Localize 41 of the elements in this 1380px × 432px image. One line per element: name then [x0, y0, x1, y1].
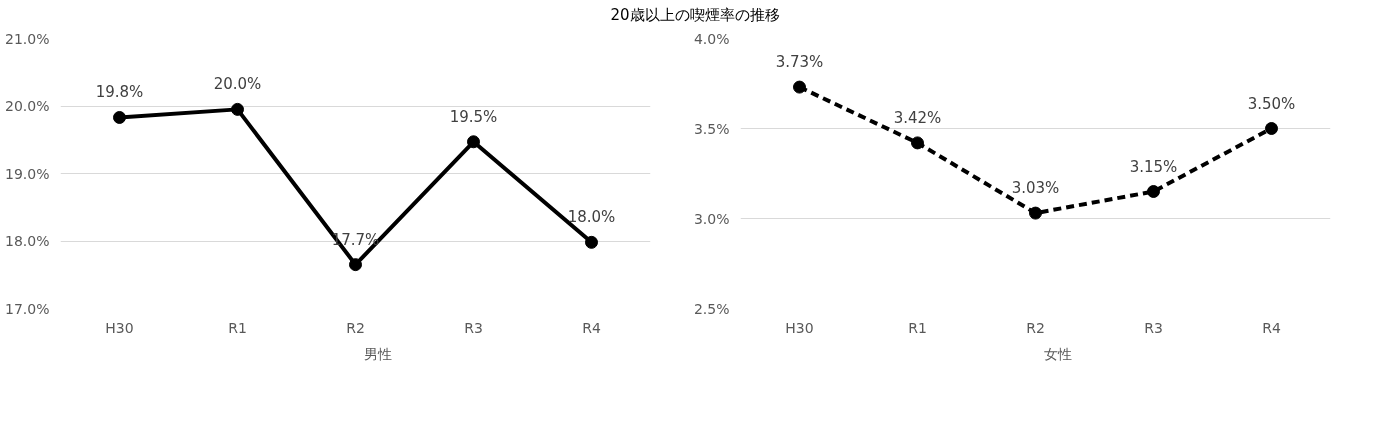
- x-tick-label: R2: [1026, 319, 1045, 336]
- x-tick-label: R4: [1262, 319, 1281, 336]
- y-tick-label: 17.0%: [5, 300, 50, 317]
- y-tick-label: 2.5%: [693, 300, 730, 317]
- x-tick-label: H30: [105, 319, 134, 336]
- text: 男性: [363, 346, 392, 364]
- y-tick-label: 3.0%: [693, 210, 730, 227]
- x-tick-label: H30: [785, 319, 814, 336]
- data-label: 20.0%: [213, 75, 262, 94]
- y-tick-label: 19.0%: [5, 165, 50, 182]
- point: [1029, 206, 1042, 220]
- point: [231, 102, 244, 116]
- data-label: 3.42%: [893, 108, 942, 127]
- point: [349, 258, 362, 272]
- text: 女性: [1043, 346, 1072, 364]
- x-tick-label: R3: [464, 319, 483, 336]
- point: [113, 110, 126, 124]
- y-tick-label: 21.0%: [5, 30, 50, 47]
- data-label: 19.5%: [449, 107, 498, 126]
- point: [911, 136, 924, 150]
- y-tick-label: 18.0%: [5, 233, 50, 249]
- point: [1147, 185, 1160, 198]
- data-label: 19.8%: [95, 83, 144, 102]
- point: [1265, 122, 1278, 135]
- point: [793, 80, 806, 94]
- data-label: 3.50%: [1247, 94, 1296, 113]
- y-tick-label: 3.5%: [693, 120, 730, 137]
- point: [585, 235, 598, 249]
- x-tick-label: R1: [228, 319, 247, 336]
- text: 20歳以上の喫煙率の推移: [610, 5, 780, 26]
- x-tick-label: R3: [1144, 319, 1163, 336]
- y-tick-label: 4.0%: [693, 30, 730, 47]
- point: [467, 135, 480, 149]
- data-label: 18.0%: [567, 208, 616, 227]
- y-tick-label: 20.0%: [5, 98, 50, 114]
- data-label: 3.15%: [1129, 157, 1178, 176]
- x-tick-label: R2: [346, 319, 365, 336]
- x-tick-label: R1: [908, 319, 927, 336]
- data-label: 3.73%: [775, 53, 824, 72]
- data-label: 3.03%: [1011, 179, 1060, 198]
- x-tick-label: R4: [582, 319, 601, 336]
